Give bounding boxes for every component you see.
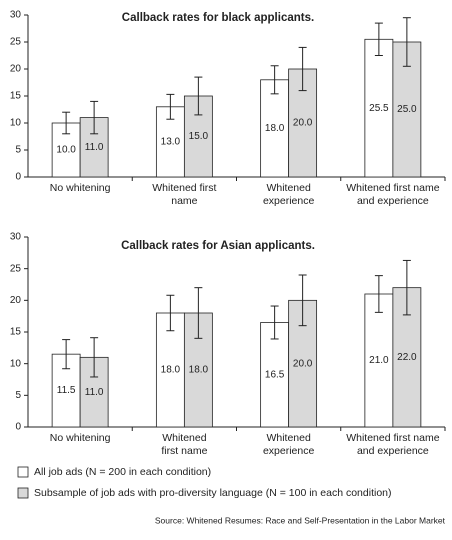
y-tick-label: 25 bbox=[10, 263, 22, 274]
value-label: 18.0 bbox=[189, 365, 209, 376]
x-tick-label: first name bbox=[161, 445, 207, 457]
x-tick-label: and experience bbox=[357, 445, 429, 457]
value-label: 25.0 bbox=[397, 104, 417, 115]
y-tick-label: 0 bbox=[15, 422, 21, 433]
chart-title: Callback rates for Asian applicants. bbox=[121, 240, 315, 252]
bar bbox=[79, 117, 109, 178]
y-tick-label: 10 bbox=[10, 358, 22, 369]
legend-swatch bbox=[17, 487, 29, 499]
chart-title: Callback rates for black applicants. bbox=[122, 12, 314, 24]
value-label: 25.5 bbox=[369, 103, 389, 114]
value-label: 20.0 bbox=[293, 358, 313, 369]
y-tick-label: 30 bbox=[10, 232, 22, 243]
x-tick-label: and experience bbox=[357, 195, 429, 207]
value-label: 15.0 bbox=[189, 131, 209, 142]
x-tick-label: experience bbox=[263, 195, 315, 207]
value-label: 22.0 bbox=[397, 352, 417, 363]
y-tick-label: 20 bbox=[10, 295, 22, 306]
bar bbox=[364, 38, 394, 178]
x-tick-label: No whitening bbox=[50, 182, 111, 194]
value-label: 11.5 bbox=[57, 385, 76, 396]
x-tick-label: Whitened first name bbox=[346, 432, 440, 444]
bar bbox=[183, 95, 213, 178]
y-tick-label: 5 bbox=[15, 145, 21, 156]
x-tick-label: name bbox=[171, 195, 197, 207]
x-tick-label: Whitened bbox=[266, 182, 311, 194]
x-tick-label: Whitened bbox=[266, 432, 311, 444]
x-tick-label: Whitened bbox=[162, 432, 207, 444]
y-tick-label: 5 bbox=[15, 390, 21, 401]
legend-swatch bbox=[17, 466, 29, 478]
value-label: 18.0 bbox=[265, 123, 285, 134]
y-tick-label: 15 bbox=[10, 91, 22, 102]
y-tick-label: 0 bbox=[15, 172, 21, 183]
source: Source: Whitened Resumes: Race and Self-… bbox=[155, 515, 446, 525]
value-label: 13.0 bbox=[161, 137, 181, 148]
value-label: 21.0 bbox=[369, 355, 389, 366]
legend-label: All job ads (N = 200 in each condition) bbox=[34, 466, 211, 478]
y-tick-label: 15 bbox=[10, 327, 22, 338]
x-tick-label: Whitened first bbox=[152, 182, 216, 194]
value-label: 16.5 bbox=[265, 369, 285, 380]
y-tick-label: 20 bbox=[10, 64, 22, 75]
x-tick-label: No whitening bbox=[50, 432, 111, 444]
y-tick-label: 30 bbox=[10, 10, 22, 21]
y-tick-label: 10 bbox=[10, 118, 22, 129]
x-tick-label: experience bbox=[263, 445, 315, 457]
bar bbox=[155, 312, 185, 428]
x-tick-label: Whitened first name bbox=[346, 182, 440, 194]
legend-label: Subsample of job ads with pro-diversity … bbox=[34, 487, 392, 499]
value-label: 18.0 bbox=[161, 365, 181, 376]
y-tick-label: 25 bbox=[10, 37, 22, 48]
value-label: 20.0 bbox=[293, 118, 313, 129]
value-label: 10.0 bbox=[56, 145, 76, 156]
value-label: 11.0 bbox=[85, 142, 104, 153]
value-label: 11.0 bbox=[85, 387, 104, 398]
bar bbox=[260, 322, 290, 428]
